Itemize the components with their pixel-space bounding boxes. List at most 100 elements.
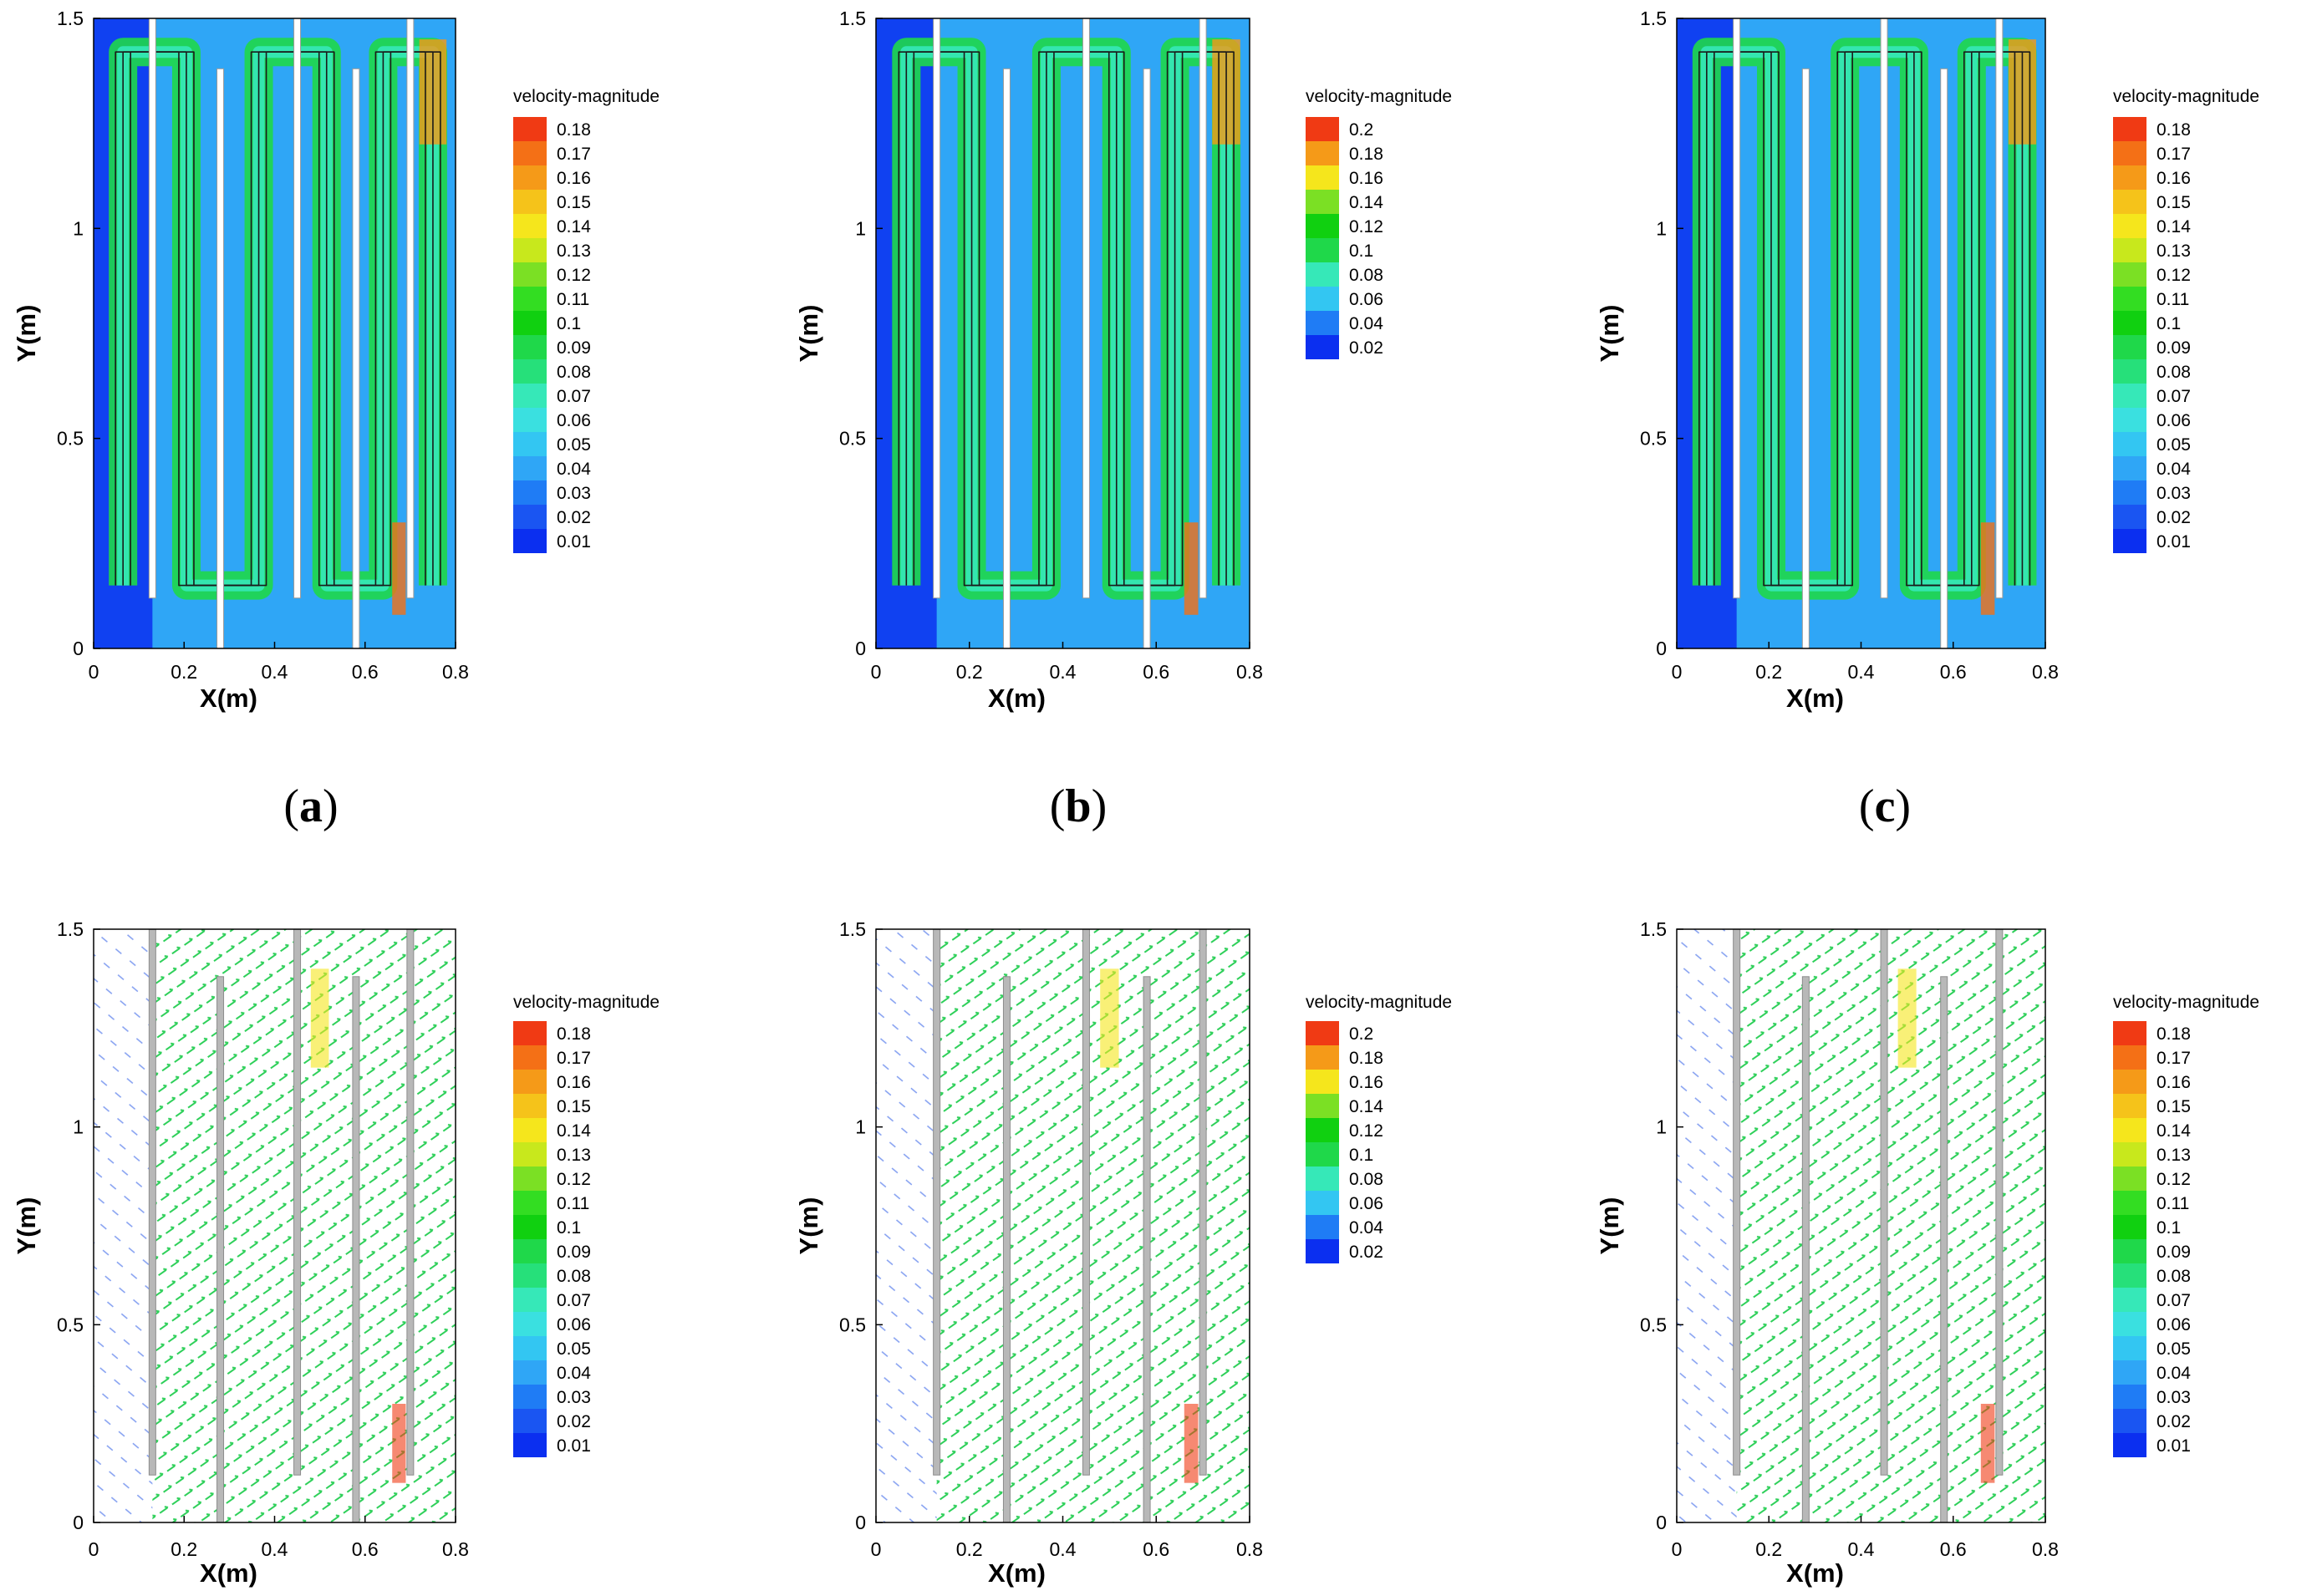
baffle [216,68,225,649]
legend-swatch [2113,505,2146,529]
legend-title: velocity-magnitude [1306,993,1452,1012]
legend-swatch [2113,117,2146,141]
legend-label: 0.09 [2157,338,2191,358]
legend-swatch [1306,1094,1339,1118]
legend-swatch [2113,238,2146,262]
axes-d: 0 0.2 0.4 0.6 0.8 0 0.5 1 1.5 X(m) Y(m) [12,918,469,1588]
y-tick-label: 0.5 [1640,1314,1667,1335]
x-tick-label: 0.2 [171,1538,197,1560]
legend-label: 0.07 [557,1291,591,1310]
y-axis-title: Y(m) [12,1197,41,1255]
x-tick-label: 0.8 [2032,1538,2059,1560]
panel-b: 0 0.2 0.4 0.6 0.8 0 0.5 1 1.5 X(m) Y(m) velocity-ma… [794,8,1452,713]
legend-swatch [2113,529,2146,553]
legend-label: 0.12 [557,266,591,285]
y-tick-label: 0.5 [839,1314,866,1335]
legend-swatch [2113,1239,2146,1263]
legend-label: 0.02 [557,508,591,527]
axes-b: 0 0.2 0.4 0.6 0.8 0 0.5 1 1.5 X(m) Y(m) [794,8,1263,713]
hot-spot [392,522,406,615]
legend-swatch [1306,190,1339,214]
legend-swatch [2113,480,2146,505]
legend-swatch [513,238,547,262]
baffle [216,976,225,1523]
legend-label: 0.03 [2157,1388,2191,1407]
x-axis-title: X(m) [988,684,1046,713]
legend-swatch [2113,141,2146,165]
legend-label: 0.16 [1349,169,1383,188]
x-tick-label: 0.2 [956,1538,983,1560]
legend-swatch [2113,1263,2146,1288]
axes-f: 0 0.2 0.4 0.6 0.8 0 0.5 1 1.5 X(m) Y(m) [1595,918,2059,1588]
baffle [1199,18,1207,599]
legend-label: 0.08 [557,1267,591,1286]
paren-open: ( [283,780,299,832]
legend-label: 0.05 [2157,1339,2191,1359]
x-tick-label: 0.8 [1236,661,1263,683]
baffle [148,928,156,1476]
baffle [293,928,302,1476]
x-axis-title: X(m) [988,1558,1046,1588]
legend-swatch [513,1409,547,1433]
legend-label: 0.13 [557,241,591,261]
legend-label: 0.15 [2157,1097,2191,1116]
x-tick-label: 0.6 [1143,661,1169,683]
legend-label: 0.05 [2157,435,2191,455]
hot-spot [1184,522,1199,615]
legend-swatch [1306,238,1339,262]
x-tick-label: 0.6 [1143,1538,1169,1560]
legend-label: 0.03 [557,484,591,503]
legend-swatch [513,1045,547,1070]
y-tick-label: 1 [855,1116,866,1138]
legend-swatch [513,384,547,408]
legend-label: 0.14 [1349,193,1383,212]
y-tick-label: 0 [1656,638,1667,659]
legend-label: 0.09 [2157,1243,2191,1262]
legend-swatch [1306,287,1339,311]
legend-label: 0.12 [2157,266,2191,285]
legend-swatch [513,1263,547,1288]
legend-swatch [2113,1288,2146,1312]
legend-label: 0.06 [2157,411,2191,430]
y-tick-label: 0.5 [57,1314,84,1335]
flow-field-d [94,928,456,1523]
legend-swatch [513,480,547,505]
legend-label: 0.16 [557,169,591,188]
legend-swatch [1306,1045,1339,1070]
legend-swatch [513,190,547,214]
legend-label: 0.16 [557,1073,591,1092]
flow-field-b [876,18,1250,649]
baffle [1801,976,1810,1523]
legend-label: 0.04 [557,1364,591,1383]
paren-open: ( [1050,780,1066,832]
paren-close: ) [1092,780,1108,832]
paren-open: ( [1859,780,1875,832]
x-tick-label: 0 [871,1538,882,1560]
legend-label: 0.17 [2157,1049,2191,1068]
legend-swatch [2113,262,2146,287]
legend-label: 0.12 [557,1170,591,1189]
baffle [1801,68,1810,649]
legend-label: 0.06 [557,1315,591,1334]
legend-label: 0.17 [557,145,591,164]
legend-label: 0.01 [557,532,591,551]
baffle [352,68,360,649]
legend-label: 0.17 [557,1049,591,1068]
legend-label: 0.08 [1349,1170,1383,1189]
hot-spot [1897,968,1917,1068]
y-tick-label: 1.5 [1640,8,1667,29]
y-tick-label: 0 [73,638,84,659]
x-tick-label: 0 [89,661,99,683]
legend-swatch [1306,1142,1339,1167]
legend-swatch [2113,1336,2146,1360]
legend-label: 0.16 [2157,1073,2191,1092]
legend-label: 0.05 [557,1339,591,1359]
y-tick-label: 0.5 [839,428,866,450]
legend-title: velocity-magnitude [1306,87,1452,106]
x-tick-label: 0.4 [1050,661,1077,683]
legend-label: 0.03 [557,1388,591,1407]
vector-field-low [876,929,937,1522]
legend-label: 0.14 [2157,217,2191,236]
y-tick-label: 1 [73,1116,84,1138]
legend-title: velocity-magnitude [513,993,659,1012]
